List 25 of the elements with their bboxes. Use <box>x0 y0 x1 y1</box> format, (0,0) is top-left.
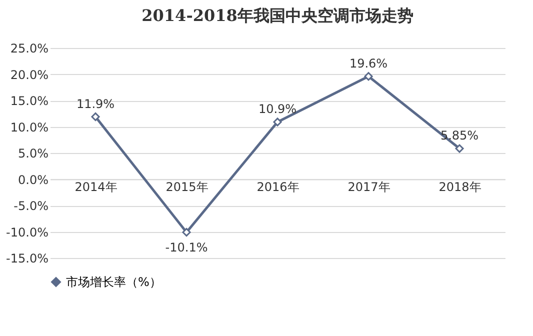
x-tick-label: 2015年 <box>166 180 208 194</box>
data-label: 11.9% <box>76 96 115 111</box>
point <box>364 72 373 81</box>
x-tick-label: 2017年 <box>348 180 390 194</box>
x-tick-label: 2014年 <box>74 180 118 194</box>
point <box>455 144 464 153</box>
x-tick-label: 2018年 <box>438 180 482 194</box>
y-tick-label: 20.0% <box>10 68 48 82</box>
legend-label: 市场增长率（%） <box>66 275 162 289</box>
point <box>182 228 191 237</box>
point <box>273 118 282 126</box>
data-label: -10.1% <box>165 240 208 254</box>
chart-title: 2014-2018年我国中央空调市场走势 <box>142 6 414 25</box>
data-label: 10.9% <box>258 102 297 116</box>
data-label: 19.6% <box>349 56 388 70</box>
point <box>91 112 100 122</box>
y-tick-label: 0.0% <box>18 172 48 187</box>
y-tick-label: 15.0% <box>10 94 48 108</box>
y-tick-label: 5.0% <box>18 146 48 160</box>
y-tick-label: 10.0% <box>10 120 48 134</box>
y-tick-label: -5.0% <box>14 199 48 213</box>
y-tick-label: 25.0% <box>10 42 48 56</box>
x-tick-label: 2016年 <box>256 180 300 194</box>
y-tick-label: -15.0% <box>6 252 48 266</box>
y-tick-label: -10.0% <box>6 225 48 240</box>
